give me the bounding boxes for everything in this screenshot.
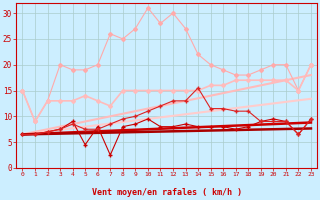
X-axis label: Vent moyen/en rafales ( km/h ): Vent moyen/en rafales ( km/h ) <box>92 188 242 197</box>
